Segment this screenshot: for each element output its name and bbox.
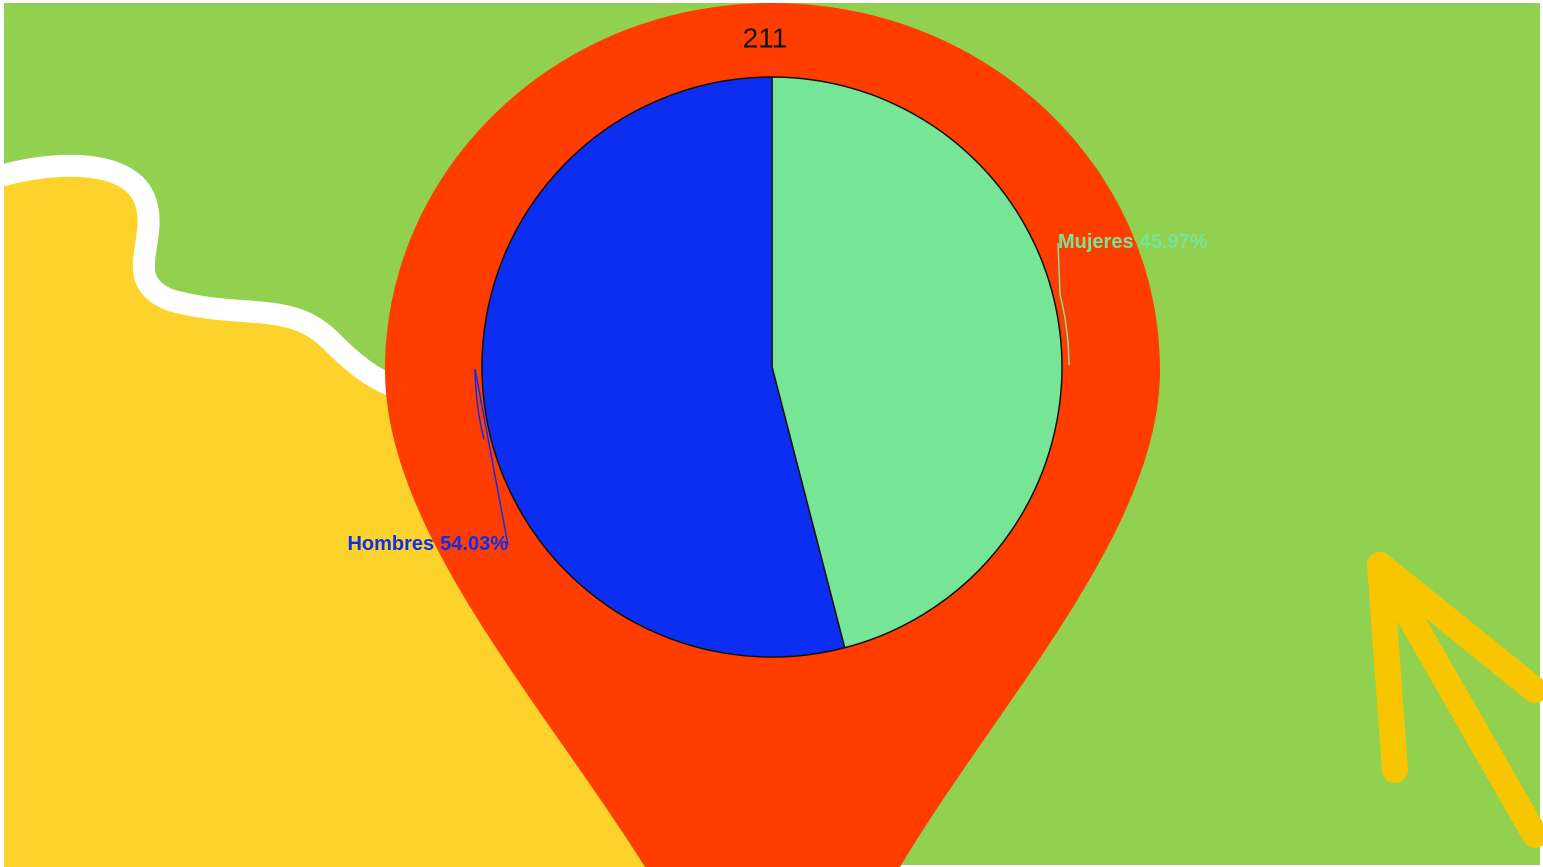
label-category: Hombres xyxy=(347,533,434,555)
leader-line xyxy=(474,368,509,546)
yellow-arrow xyxy=(1367,552,1543,848)
pie-slice xyxy=(481,76,846,658)
chart-title: 211 xyxy=(743,22,788,53)
pie-chart: Mujeres 45.97% Hombres 54.03% xyxy=(347,76,1208,658)
data-label: Hombres 54.03% xyxy=(347,533,508,555)
label-category: Mujeres xyxy=(1058,231,1134,253)
label-value: 45.97% xyxy=(1140,231,1208,253)
leader-line xyxy=(1057,242,1070,366)
pie-slice xyxy=(771,76,1063,649)
yellow-area xyxy=(4,165,650,867)
data-label: Mujeres 45.97% xyxy=(1058,231,1208,253)
label-value: 54.03% xyxy=(440,533,508,555)
white-road xyxy=(0,154,431,406)
